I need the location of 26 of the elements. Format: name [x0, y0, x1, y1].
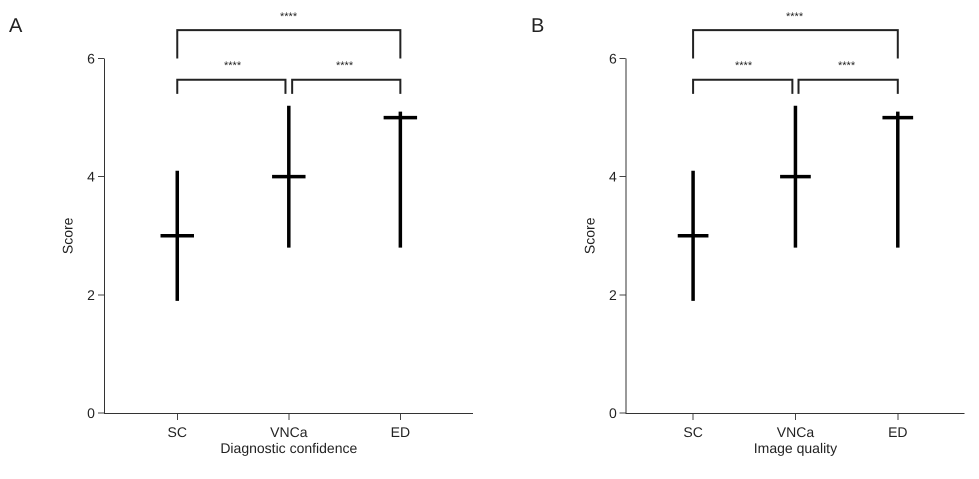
y-tick-label: 0 [87, 405, 96, 422]
y-tick-label: 2 [87, 286, 96, 303]
y-tick-label: 4 [87, 168, 96, 185]
y-tick-label: 6 [87, 50, 96, 66]
x-tick-label: ED [390, 424, 410, 440]
text: **** [280, 11, 298, 23]
y-tick-label: 4 [608, 168, 617, 185]
text: **** [786, 11, 804, 23]
y-tick-label: 6 [608, 50, 617, 66]
x-axis-title: Diagnostic confidence [220, 440, 358, 456]
chart-title: B [531, 15, 544, 37]
annotation: **** [336, 60, 354, 72]
annotation: **** [838, 60, 856, 72]
x-tick-label: ED [888, 424, 908, 440]
annotation: **** [735, 60, 753, 72]
chart-title: A [9, 15, 23, 37]
x-axis-title: Image quality [754, 440, 838, 456]
x-tick-label: SC [168, 424, 187, 440]
y-axis-title: Score [582, 217, 598, 254]
y-tick-label: 2 [608, 286, 617, 303]
y-axis-title: Score [60, 217, 76, 254]
annotation: **** [224, 60, 242, 72]
y-tick-label: 0 [608, 405, 617, 422]
x-tick-label: SC [683, 424, 703, 440]
x-tick-label: VNCa [270, 424, 308, 440]
x-tick-label: VNCa [776, 424, 814, 440]
